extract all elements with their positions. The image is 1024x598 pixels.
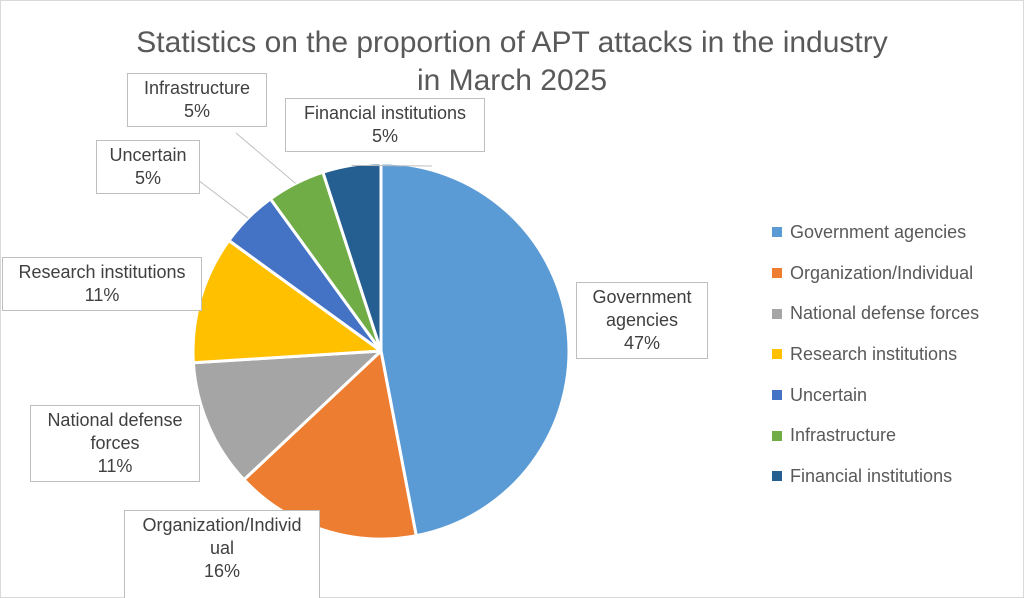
callout-infrastructure: Infrastructure 5% [127,73,267,127]
callout-research-institutions: Research institutions 11% [2,257,202,311]
legend-item: Government agencies [772,212,979,253]
legend-swatch [772,471,782,482]
callout-value: 11% [84,285,120,305]
pie-slice-national-defense-forces [191,349,383,482]
callout-text: Financial institutions [303,103,467,123]
chart-legend: Government agencies Organization/Individ… [772,212,979,497]
callout-leader-line [235,132,296,184]
callout-text: forces [90,433,140,453]
legend-label: Uncertain [790,384,868,405]
legend-label: Infrastructure [790,425,897,446]
legend-swatch [772,308,782,319]
callout-text: agencies [605,310,679,330]
legend-label: Research institutions [790,343,958,364]
legend-item: Financial institutions [772,456,979,497]
pie-slice-organization-individual [242,349,418,541]
legend-item: Research institutions [772,334,979,375]
callout-financial-institutions: Financial institutions 5% [285,98,485,152]
callout-national-defense-forces: National defense forces 11% [30,405,200,482]
callout-value: 47% [623,333,661,353]
legend-label: Financial institutions [790,465,953,486]
chart-title-line-1: Statistics on the proportion of APT atta… [136,26,888,59]
legend-swatch [772,227,782,238]
legend-label: National defense forces [790,303,980,324]
callout-value: 16% [203,561,241,581]
legend-label: Organization/Individual [790,262,974,283]
callout-text: National defense [47,410,183,430]
callout-text: Government [592,287,692,307]
callout-value: 5% [134,168,161,188]
legend-swatch [772,268,782,279]
legend-swatch [772,390,782,401]
callout-leader-line [197,179,249,219]
callout-text: Organization/Individ [142,515,302,535]
callout-leader-line [351,164,433,167]
callout-government-agencies: Government agencies 47% [576,282,708,359]
callout-uncertain: Uncertain 5% [96,140,200,194]
callout-text: Infrastructure [143,78,251,98]
pie-slice-government-agencies [379,161,571,538]
legend-item: Organization/Individual [772,253,979,294]
callout-text: ual [209,538,235,558]
callout-value: 11% [97,456,133,476]
callout-organization-individual: Organization/Individ ual 16% [124,510,320,598]
legend-label: Government agencies [790,221,967,242]
legend-item: Uncertain [772,375,979,416]
callout-text: Research institutions [18,262,186,282]
legend-item: National defense forces [772,293,979,334]
callout-value: 5% [371,126,398,146]
legend-item: Infrastructure [772,415,979,456]
callout-value: 5% [183,101,210,121]
callout-text: Uncertain [109,145,187,165]
chart-title-line-2: in March 2025 [416,64,608,97]
legend-swatch [772,349,782,360]
legend-swatch [772,430,782,441]
